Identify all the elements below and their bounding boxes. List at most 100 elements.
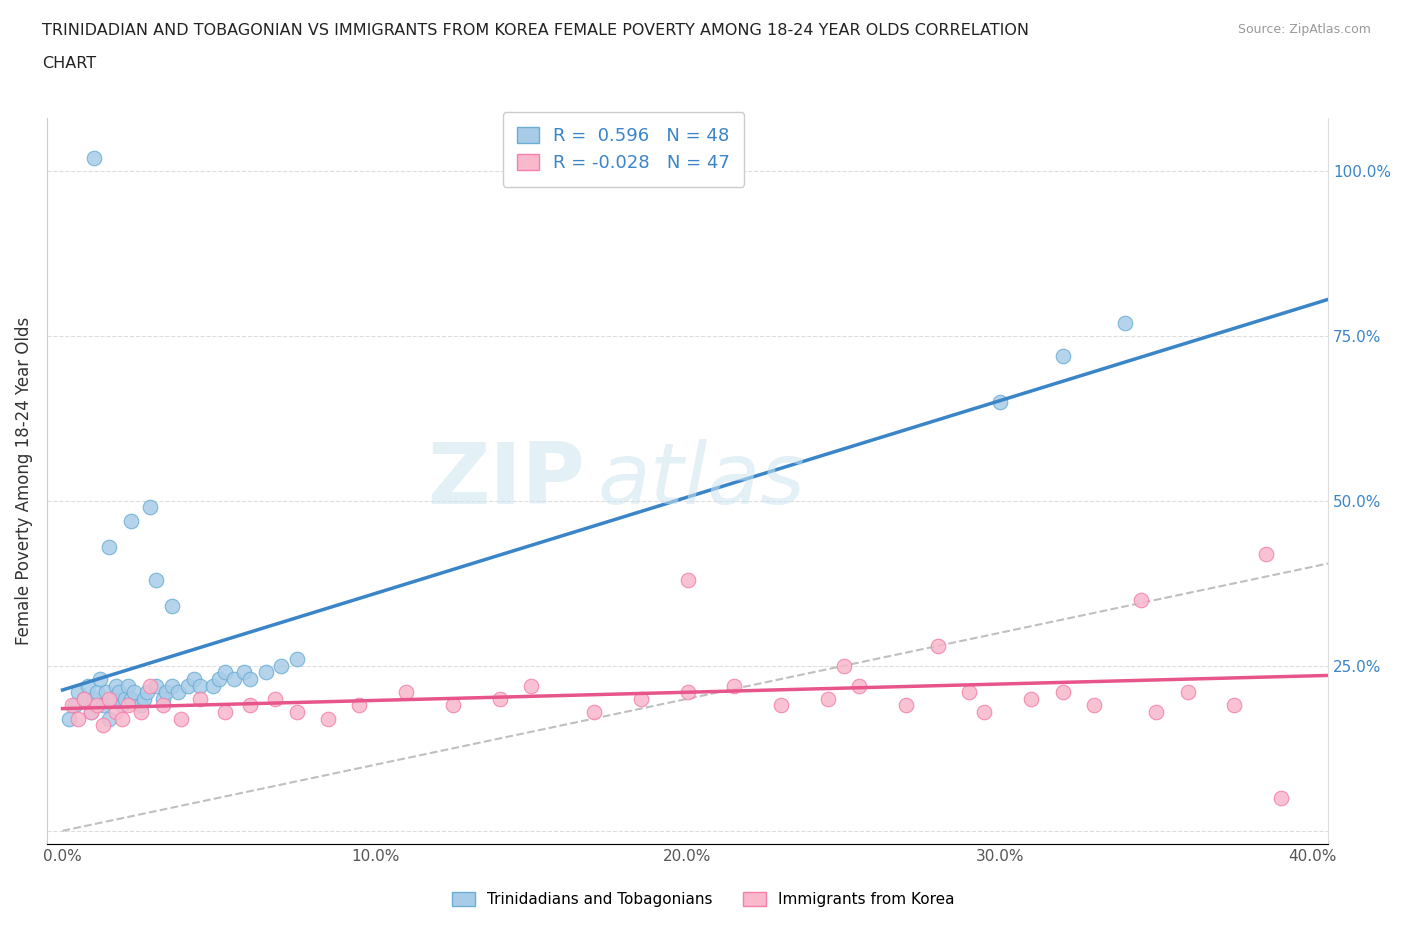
Point [104,678,127,693]
Point [120,691,142,706]
Point [129,698,152,712]
Legend: Trinidadians and Tobagonians, Immigrants from Korea: Trinidadians and Tobagonians, Immigrants… [446,885,960,913]
Point [58,711,80,726]
Point [723,678,745,693]
Point [83,150,105,165]
Point [973,705,995,720]
Point [139,500,162,515]
Point [91,698,114,712]
Point [1270,790,1292,805]
Point [188,678,211,693]
Point [582,705,605,720]
Point [1177,684,1199,699]
Point [91,718,114,733]
Point [76,678,98,693]
Point [188,691,211,706]
Point [176,678,198,693]
Point [86,698,108,712]
Point [117,698,139,712]
Point [1144,705,1167,720]
Point [67,684,90,699]
Point [285,652,308,667]
Point [183,671,205,686]
Point [224,671,246,686]
Point [254,665,277,680]
Point [927,639,949,654]
Point [98,691,121,706]
Point [441,698,464,712]
Text: TRINIDADIAN AND TOBAGONIAN VS IMMIGRANTS FROM KOREA FEMALE POVERTY AMONG 18-24 Y: TRINIDADIAN AND TOBAGONIAN VS IMMIGRANTS… [42,23,1029,38]
Point [957,684,980,699]
Point [264,691,287,706]
Text: CHART: CHART [42,56,96,71]
Point [73,691,96,706]
Point [349,698,371,712]
Point [520,678,543,693]
Point [89,671,111,686]
Point [270,658,292,673]
Point [988,394,1011,409]
Point [79,705,101,720]
Point [135,684,157,699]
Point [239,671,262,686]
Point [832,658,855,673]
Point [1083,698,1105,712]
Point [101,691,124,706]
Point [79,705,101,720]
Point [132,691,155,706]
Legend: R =  0.596   N = 48, R = -0.028   N = 47: R = 0.596 N = 48, R = -0.028 N = 47 [502,113,744,187]
Point [152,691,174,706]
Point [124,684,146,699]
Point [676,573,699,588]
Point [395,684,418,699]
Point [152,698,174,712]
Point [1129,592,1152,607]
Point [848,678,870,693]
Point [60,698,83,712]
Point [111,698,134,712]
Point [201,678,224,693]
Point [214,665,236,680]
Point [120,513,142,528]
Point [285,705,308,720]
Point [86,684,108,699]
Point [208,671,231,686]
Point [1052,684,1074,699]
Point [73,691,96,706]
Point [1254,546,1277,561]
Point [232,665,254,680]
Point [817,691,839,706]
Point [1114,315,1136,330]
Point [214,705,236,720]
Text: ZIP: ZIP [427,440,585,523]
Point [160,678,183,693]
Point [83,691,105,706]
Point [117,678,139,693]
Point [1223,698,1246,712]
Point [67,711,90,726]
Point [107,684,129,699]
Point [114,691,136,706]
Point [489,691,512,706]
Point [1019,691,1042,706]
Point [1052,348,1074,363]
Point [630,691,652,706]
Point [96,684,118,699]
Point [98,539,121,554]
Text: atlas: atlas [598,440,806,523]
Point [770,698,793,712]
Point [139,678,162,693]
Point [316,711,339,726]
Point [63,698,86,712]
Point [239,698,262,712]
Point [676,684,699,699]
Point [98,711,121,726]
Point [104,705,127,720]
Point [145,573,167,588]
Text: Source: ZipAtlas.com: Source: ZipAtlas.com [1237,23,1371,36]
Point [170,711,193,726]
Point [896,698,918,712]
Point [155,684,177,699]
Point [129,705,152,720]
Point [111,711,134,726]
